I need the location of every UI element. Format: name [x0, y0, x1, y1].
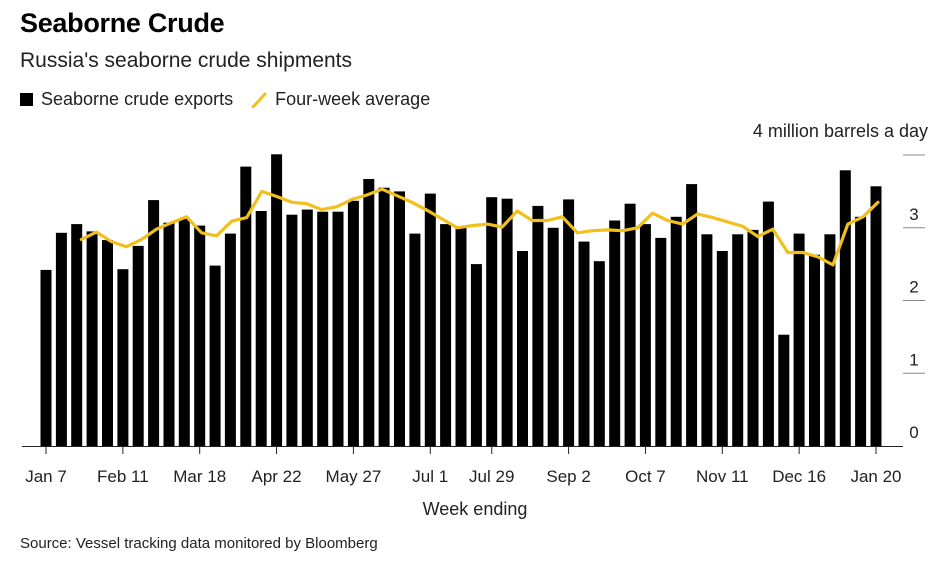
bar [55, 232, 67, 446]
bar [732, 234, 744, 446]
x-tick-label: Mar 18 [173, 467, 226, 486]
bar [486, 197, 498, 446]
bar [855, 216, 867, 446]
bar [102, 240, 113, 446]
bar [824, 234, 836, 446]
bar [394, 191, 405, 446]
y-axis-unit-label: 4 million barrels a day [752, 121, 928, 141]
source-note: Source: Vessel tracking data monitored b… [20, 535, 378, 552]
legend-item-exports: Seaborne crude exports [20, 89, 233, 110]
bar [255, 211, 267, 446]
y-tick-label: 0 [909, 423, 918, 442]
x-tick-label: Sep 2 [546, 467, 590, 486]
bar [655, 237, 667, 446]
bar [563, 199, 575, 446]
bar [148, 200, 160, 446]
bar [716, 251, 728, 446]
x-tick-label: Feb 11 [97, 467, 149, 486]
bar [701, 234, 713, 446]
x-axis: Jan 7 Feb 11 Mar 18 Apr 22 May 27 Jul 1 Jul 29… [25, 446, 902, 486]
bar [639, 224, 651, 446]
bar [793, 233, 805, 446]
y-tick-label: 3 [909, 205, 918, 224]
bar [194, 225, 206, 446]
bar [86, 231, 98, 446]
bar [132, 245, 144, 446]
bar [593, 261, 605, 446]
x-tick-label: Jul 29 [469, 467, 514, 486]
x-tick-label: Jan 7 [25, 467, 67, 486]
bar [163, 222, 175, 446]
bar [624, 203, 636, 446]
chart-title: Seaborne Crude [20, 8, 225, 38]
y-axis: 0 1 2 3 [903, 154, 925, 442]
bar [332, 211, 344, 446]
bar [178, 219, 190, 446]
x-tick-label: Dec 16 [772, 467, 826, 486]
legend-swatch-line [251, 92, 267, 108]
bar [578, 241, 590, 446]
legend-swatch-bar [20, 93, 33, 106]
bar [470, 264, 482, 446]
x-tick-label: Jan 20 [850, 467, 901, 486]
bar [532, 205, 544, 446]
x-tick-label: Oct 7 [625, 467, 666, 486]
chart-subtitle: Russia's seaborne crude shipments [20, 49, 353, 72]
bar [670, 216, 682, 446]
x-tick-label: Apr 22 [252, 467, 302, 486]
bar [317, 211, 329, 446]
bar [870, 186, 882, 447]
bar [747, 229, 759, 446]
legend-label-average: Four-week average [275, 89, 431, 109]
bar [762, 201, 774, 446]
bar [224, 233, 236, 446]
bar [424, 193, 436, 446]
bar [517, 251, 528, 446]
bar [409, 233, 421, 446]
bar [271, 154, 283, 447]
bar [117, 269, 129, 446]
bar [440, 224, 452, 446]
bar [839, 170, 851, 447]
legend-label-exports: Seaborne crude exports [41, 89, 234, 109]
bar [455, 226, 467, 446]
bar [378, 187, 390, 446]
x-axis-label: Week ending [423, 499, 528, 519]
x-tick-label: May 27 [326, 467, 382, 486]
bar [809, 254, 820, 446]
legend-item-average: Four-week average [251, 89, 430, 110]
four-week-average-line [79, 187, 880, 267]
bar [301, 209, 313, 446]
bar [347, 200, 359, 446]
bars-group [40, 154, 882, 447]
bar [547, 227, 559, 447]
bar [609, 220, 621, 446]
bar [778, 334, 790, 446]
bar [209, 265, 221, 446]
x-tick-label: Jul 1 [412, 467, 448, 486]
bar [363, 179, 375, 446]
legend: Seaborne crude exports Four-week average [20, 89, 448, 110]
bar [686, 184, 698, 446]
bar [40, 269, 52, 446]
bar [71, 224, 83, 446]
bar [501, 198, 513, 446]
bar [286, 214, 298, 446]
y-tick-label: 2 [909, 278, 918, 297]
x-tick-label: Nov 11 [696, 467, 749, 486]
y-tick-label: 1 [909, 350, 918, 369]
bar [240, 166, 252, 446]
